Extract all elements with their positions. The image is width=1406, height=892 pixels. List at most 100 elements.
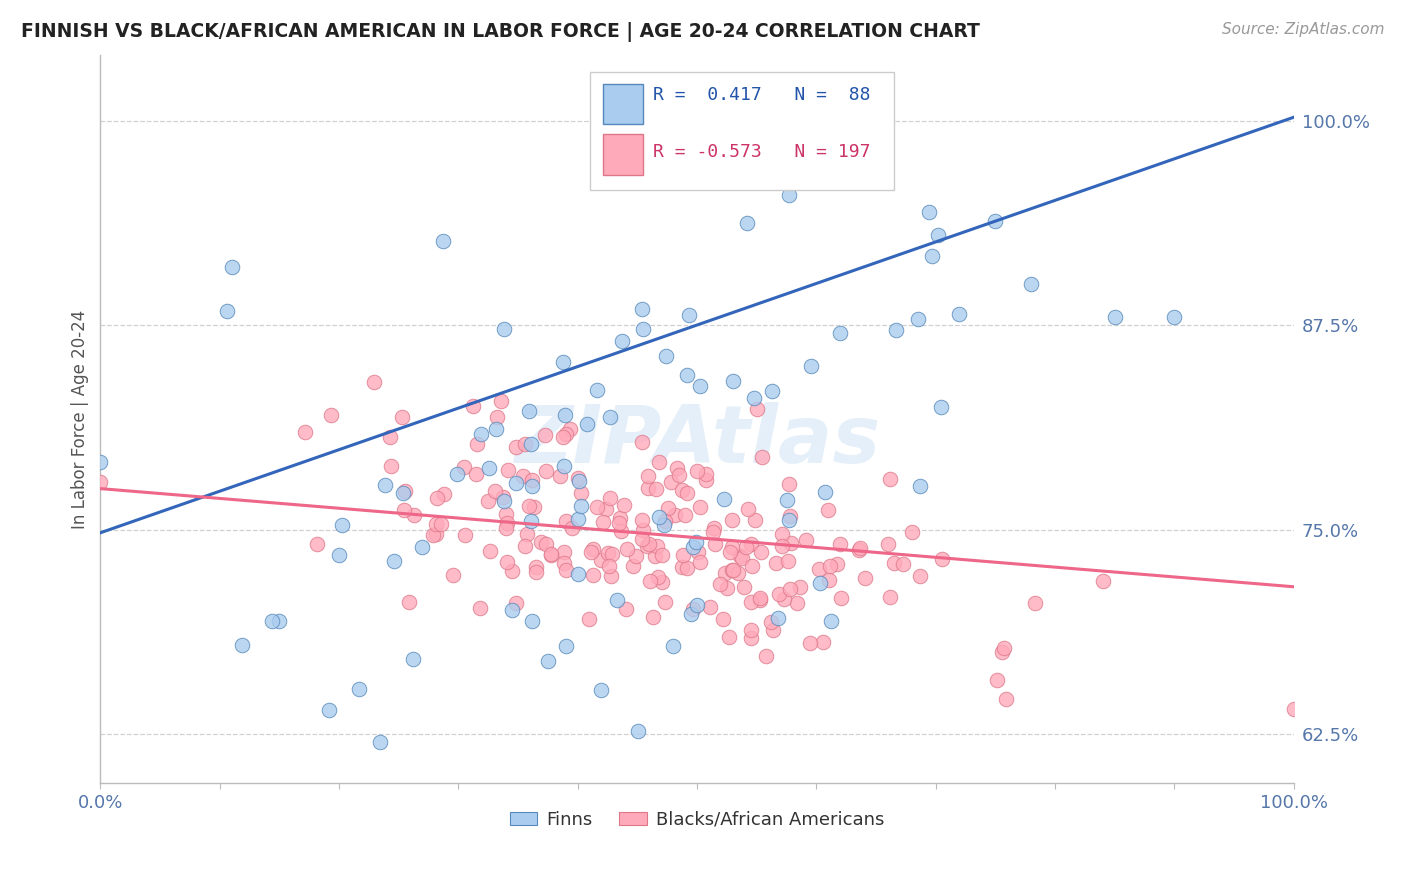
Point xyxy=(901,524,924,539)
Point xyxy=(654,515,676,529)
Point xyxy=(432,234,454,248)
Text: R = -0.573   N = 197: R = -0.573 N = 197 xyxy=(652,143,870,161)
Point xyxy=(378,430,401,444)
Point xyxy=(789,580,811,594)
Point xyxy=(686,464,709,478)
Point xyxy=(536,465,558,479)
Point xyxy=(520,478,543,492)
Point xyxy=(631,532,654,546)
Point xyxy=(394,483,416,498)
Point xyxy=(1163,310,1185,324)
Point xyxy=(533,428,555,442)
Point xyxy=(631,301,654,316)
Point xyxy=(515,527,537,541)
Point xyxy=(811,635,834,649)
Point xyxy=(553,458,575,473)
Point xyxy=(689,500,711,515)
Point xyxy=(740,537,762,551)
Point xyxy=(446,467,468,481)
Point xyxy=(554,514,576,528)
Point xyxy=(631,513,654,527)
Point xyxy=(599,410,621,425)
Point xyxy=(645,540,668,554)
Point xyxy=(927,228,949,243)
Point xyxy=(748,593,770,607)
Point xyxy=(685,534,707,549)
Point xyxy=(328,548,350,562)
Point xyxy=(779,508,801,523)
Point xyxy=(770,526,793,541)
Point xyxy=(991,645,1014,659)
Point xyxy=(454,528,477,542)
Point xyxy=(879,472,901,486)
Point xyxy=(721,540,744,554)
Point xyxy=(929,400,952,414)
Point xyxy=(614,601,637,615)
Point xyxy=(595,502,617,516)
Point xyxy=(770,540,793,554)
Point xyxy=(582,542,605,557)
Point xyxy=(463,399,485,413)
Point xyxy=(89,455,111,469)
Point xyxy=(425,526,447,541)
Point xyxy=(470,601,492,615)
Point xyxy=(652,517,675,532)
Point xyxy=(638,574,661,588)
Point xyxy=(607,516,630,530)
Point xyxy=(877,537,900,551)
Point xyxy=(453,459,475,474)
Point xyxy=(382,554,405,568)
Point xyxy=(495,555,517,569)
Point xyxy=(477,494,499,508)
Point xyxy=(606,593,628,607)
Point xyxy=(883,557,905,571)
Point xyxy=(817,573,839,587)
Point xyxy=(664,508,686,522)
Point xyxy=(891,558,914,572)
Point xyxy=(786,595,808,609)
Point xyxy=(676,368,699,383)
Point xyxy=(879,590,901,604)
Point xyxy=(704,537,727,551)
Point xyxy=(918,204,941,219)
Point xyxy=(627,724,650,739)
Point xyxy=(1092,574,1115,588)
Point xyxy=(496,516,519,531)
Point xyxy=(484,422,506,436)
Point xyxy=(800,359,823,373)
Point xyxy=(636,539,658,553)
Point xyxy=(330,517,353,532)
Point xyxy=(294,425,316,439)
Point xyxy=(740,623,762,637)
Point xyxy=(993,640,1015,655)
Point xyxy=(794,533,817,547)
Point xyxy=(392,486,415,500)
Point xyxy=(910,479,932,493)
Point xyxy=(433,487,456,501)
Point xyxy=(600,547,623,561)
Point xyxy=(553,556,575,570)
Point xyxy=(702,524,724,539)
Point xyxy=(651,548,673,562)
Point xyxy=(709,577,731,591)
Point xyxy=(560,422,582,436)
Point xyxy=(657,500,679,515)
Point xyxy=(621,558,644,573)
Point xyxy=(654,595,676,609)
Y-axis label: In Labor Force | Age 20-24: In Labor Force | Age 20-24 xyxy=(72,310,89,529)
Point xyxy=(761,384,783,399)
Point xyxy=(768,587,790,601)
Point xyxy=(89,475,111,489)
Point xyxy=(441,568,464,582)
Point xyxy=(491,394,513,409)
Point xyxy=(465,467,488,481)
Point xyxy=(321,409,343,423)
Point xyxy=(513,539,536,553)
Point xyxy=(761,615,783,629)
Point xyxy=(720,544,742,558)
Point xyxy=(849,541,872,555)
Point xyxy=(948,307,970,321)
Point xyxy=(501,564,523,578)
Point xyxy=(737,501,759,516)
Point xyxy=(648,455,671,469)
